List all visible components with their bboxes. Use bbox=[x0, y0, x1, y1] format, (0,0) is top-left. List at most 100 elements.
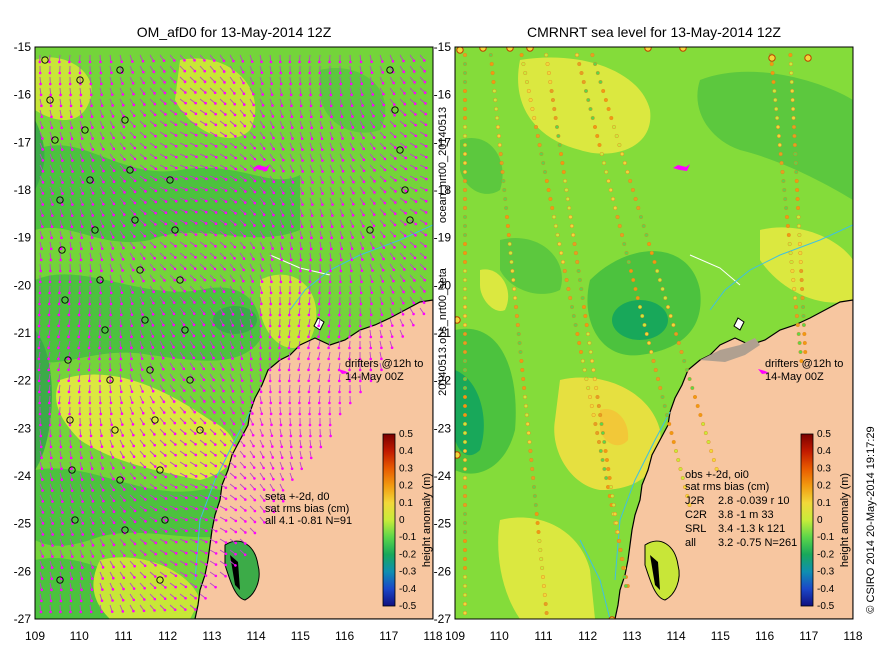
side-label-upper: ocean_nrt00_20140513 bbox=[437, 107, 449, 223]
colorbar-tick: -0.4 bbox=[399, 584, 417, 595]
x-tick-label: 109 bbox=[445, 629, 465, 643]
x-tick-label: 118 bbox=[843, 629, 862, 643]
left-drifter-track-2 bbox=[338, 369, 349, 374]
y-tick-label: -25 bbox=[14, 517, 32, 531]
x-tick-label: 114 bbox=[247, 629, 266, 643]
left-velocity-vectors bbox=[37, 54, 428, 614]
svg-text:J2R: J2R bbox=[685, 495, 705, 507]
left-stats: seta +-2d, d0 sat rms bias (cm) all 4.1 … bbox=[265, 491, 352, 527]
right-map bbox=[455, 47, 853, 619]
x-tick-label: 110 bbox=[490, 629, 509, 643]
left-drifter-legend: drifters @12h to 14-May 00Z bbox=[345, 358, 423, 383]
y-tick-label: -26 bbox=[14, 564, 32, 578]
colorbar-tick: -0.1 bbox=[817, 532, 835, 543]
y-tick-label: -18 bbox=[14, 183, 32, 197]
left-anomaly-band-3 bbox=[35, 468, 243, 546]
x-tick-label: 109 bbox=[25, 629, 45, 643]
right-sat-observations bbox=[455, 47, 812, 619]
right-drifter-track-2 bbox=[758, 369, 769, 374]
svg-text:SRL: SRL bbox=[685, 523, 706, 535]
x-tick-label: 113 bbox=[622, 629, 641, 643]
x-tick-label: 110 bbox=[70, 629, 89, 643]
x-tick-label: 112 bbox=[158, 629, 177, 643]
y-tick-label: -23 bbox=[434, 421, 452, 435]
left-colorbar: 0.5 0.4 0.3 0.2 0.1 0 -0.1 -0.2 -0.3 -0.4 -0.5 hei… bbox=[382, 429, 433, 612]
right-anomaly-3 bbox=[697, 71, 853, 200]
y-tick-label: -20 bbox=[434, 278, 452, 292]
y-tick-label: -24 bbox=[434, 469, 452, 483]
colorbar-tick: -0.5 bbox=[817, 601, 835, 612]
right-land bbox=[614, 299, 853, 619]
colorbar-tick: 0 bbox=[399, 515, 405, 526]
y-tick-label: -23 bbox=[14, 421, 32, 435]
y-tick-label: -25 bbox=[434, 517, 452, 531]
svg-text:sat rms bias (cm): sat rms bias (cm) bbox=[685, 481, 769, 493]
colorbar-tick: 0.3 bbox=[399, 463, 413, 474]
left-map bbox=[35, 47, 433, 619]
left-map-title: OM_afD0 for 13-May-2014 12Z bbox=[137, 24, 332, 40]
x-tick-label: 115 bbox=[711, 629, 730, 643]
colorbar-tick: 0.3 bbox=[817, 463, 831, 474]
svg-text:14-May 00Z: 14-May 00Z bbox=[765, 371, 824, 383]
x-tick-label: 111 bbox=[534, 629, 553, 643]
y-tick-label: -21 bbox=[14, 326, 32, 340]
colorbar-tick: 0.1 bbox=[399, 498, 413, 509]
colorbar-tick: -0.4 bbox=[817, 584, 835, 595]
y-tick-label: -16 bbox=[434, 88, 452, 102]
right-drifter-track-1 bbox=[673, 164, 690, 171]
credit-label: © CSIRO 2014 20-May-2014 19:17:29 bbox=[865, 426, 877, 613]
svg-text:2.8 -0.039 r 10: 2.8 -0.039 r 10 bbox=[718, 495, 790, 507]
x-tick-label: 117 bbox=[799, 629, 818, 643]
x-tick-label: 111 bbox=[114, 629, 133, 643]
y-tick-label: -19 bbox=[14, 231, 32, 245]
right-drifter-legend: drifters @12h to 14-May 00Z bbox=[765, 358, 843, 383]
colorbar-tick: -0.5 bbox=[399, 601, 417, 612]
y-tick-label: -19 bbox=[434, 231, 452, 245]
y-tick-label: -15 bbox=[434, 40, 452, 54]
colorbar-tick: 0.5 bbox=[817, 429, 831, 440]
left-axis-ticks: -15 -16 -17 -18 -19 -20 -21 -22 -23 -24 -25 -26 -27 1… bbox=[14, 40, 443, 643]
y-tick-label: -24 bbox=[14, 469, 32, 483]
colorbar-tick: 0.2 bbox=[817, 481, 831, 492]
svg-text:seta +-2d, d0: seta +-2d, d0 bbox=[265, 491, 330, 503]
left-anomaly-band-1 bbox=[35, 145, 300, 243]
colorbar-tick: 0.2 bbox=[399, 481, 413, 492]
x-tick-label: 114 bbox=[667, 629, 686, 643]
y-tick-label: -22 bbox=[14, 374, 32, 388]
y-tick-label: -17 bbox=[434, 135, 452, 149]
colorbar-tick: -0.2 bbox=[399, 549, 417, 560]
left-yellow-patch-3 bbox=[56, 374, 236, 480]
colorbar-tick: -0.1 bbox=[399, 532, 417, 543]
colorbar-tick: -0.3 bbox=[399, 567, 417, 578]
side-label-lower: 20140513.obs_nrt00_seta bbox=[437, 267, 449, 396]
right-stats: obs +-2d, oi0 sat rms bias (cm) J2R 2.8 … bbox=[685, 469, 797, 549]
y-tick-label: -21 bbox=[434, 326, 452, 340]
right-colorbar: 0.5 0.4 0.3 0.2 0.1 0 -0.1 -0.2 -0.3 -0.4 -0.5 hei… bbox=[800, 429, 851, 612]
left-land bbox=[194, 299, 433, 619]
left-yellow-patch-2 bbox=[175, 58, 256, 139]
svg-text:obs +-2d, oi0: obs +-2d, oi0 bbox=[685, 469, 749, 481]
y-tick-label: -17 bbox=[14, 135, 32, 149]
y-tick-label: -26 bbox=[434, 564, 452, 578]
svg-text:3.2 -0.75 N=261: 3.2 -0.75 N=261 bbox=[718, 537, 797, 549]
y-tick-label: -15 bbox=[14, 40, 32, 54]
y-tick-label: -27 bbox=[434, 612, 452, 626]
svg-text:drifters @12h to: drifters @12h to bbox=[765, 358, 843, 370]
svg-text:all 4.1 -0.81 N=91: all 4.1 -0.81 N=91 bbox=[265, 515, 352, 527]
svg-text:all: all bbox=[685, 537, 696, 549]
x-tick-label: 115 bbox=[291, 629, 310, 643]
right-map-title: CMRNRT sea level for 13-May-2014 12Z bbox=[527, 24, 781, 40]
x-tick-label: 112 bbox=[578, 629, 597, 643]
y-tick-label: -18 bbox=[434, 183, 452, 197]
svg-text:14-May 00Z: 14-May 00Z bbox=[345, 371, 404, 383]
svg-text:height anomaly (m): height anomaly (m) bbox=[839, 473, 851, 567]
svg-text:3.8 -1 m 33: 3.8 -1 m 33 bbox=[718, 509, 774, 521]
x-tick-label: 117 bbox=[379, 629, 398, 643]
y-tick-label: -20 bbox=[14, 278, 32, 292]
y-tick-label: -22 bbox=[434, 374, 452, 388]
y-tick-label: -27 bbox=[14, 612, 32, 626]
colorbar-tick: 0.1 bbox=[817, 498, 831, 509]
colorbar-tick: -0.3 bbox=[817, 567, 835, 578]
x-tick-label: 116 bbox=[335, 629, 354, 643]
